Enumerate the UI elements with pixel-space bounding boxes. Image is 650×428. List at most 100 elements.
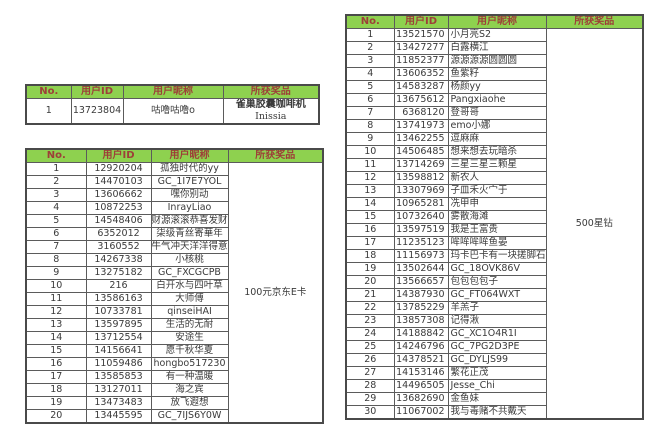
cell-no: 7	[345, 106, 395, 120]
cell-nickname: 登哥哥	[447, 106, 547, 120]
cell-nickname: GC_18OVK86V	[447, 262, 547, 276]
cell-nickname: 牛气冲天洋洋得意	[150, 240, 229, 254]
cell-nickname: 包包包包子	[447, 275, 547, 289]
cell-nickname: 记得湫	[447, 314, 547, 328]
cell-user-id: 13597895	[85, 318, 152, 332]
column-header: 所获奖品	[227, 148, 324, 163]
cell-nickname: 哞哞哞哞鱼晏	[447, 236, 547, 250]
cell-user-id: 13712554	[85, 331, 152, 345]
cell-user-id: 13597519	[393, 223, 449, 237]
cell-user-id: 6352012	[85, 227, 152, 241]
cell-nickname: 小核桃	[150, 253, 229, 267]
cell-no: 15	[345, 210, 395, 224]
table-row: 13 13597895 生活的无耐	[25, 318, 323, 332]
column-header: 所获奖品	[222, 84, 320, 99]
table-row: 17 11235123 哞哞哞哞鱼晏	[345, 236, 643, 250]
table-row: 7 3160552 牛气冲天洋洋得意	[25, 240, 323, 254]
column-header: 用户昵称	[447, 14, 547, 29]
cell-nickname: GC_XC1O4R1I	[447, 327, 547, 341]
table-row: 11 13586163 大师傅	[25, 292, 323, 306]
cell-no: 13	[25, 318, 87, 332]
cell-nickname: Jesse_Chi	[447, 379, 547, 393]
column-header: 用户ID	[393, 14, 449, 29]
header-row: No. 用户ID 用户昵称 所获奖品	[25, 148, 324, 163]
table-row: 15 10732640 雾散海滩	[345, 210, 643, 224]
cell-no: 8	[345, 119, 395, 133]
cell-no: 5	[25, 214, 87, 228]
cell-user-id: 14246796	[393, 340, 449, 354]
cell-nickname: 雾散海滩	[447, 210, 547, 224]
cell-nickname: GC_7IJS6Y0W	[150, 409, 229, 424]
cell-user-id: 11235123	[393, 236, 449, 250]
cell-user-id: 11852377	[393, 54, 449, 68]
cell-no: 18	[345, 249, 395, 263]
cell-nickname: 新农人	[447, 171, 547, 185]
cell-nickname: 冼甲申	[447, 197, 547, 211]
cell-user-id: 10872253	[85, 201, 152, 215]
cell-nickname: 羊羔子	[447, 301, 547, 315]
cell-user-id: 13275182	[85, 266, 152, 280]
cell-user-id: 14548406	[85, 214, 152, 228]
cell-user-id: 13586163	[85, 292, 152, 306]
column-header: 用户ID	[70, 84, 124, 99]
cell-no: 1	[25, 162, 87, 176]
cell-nickname: GC_1I7E7YOL	[150, 175, 229, 189]
cell-user-id: 14267338	[85, 253, 152, 267]
cell-user-id: 13606352	[393, 67, 449, 81]
cell-no: 17	[345, 236, 395, 250]
table-row: 14 10965281 冼甲申	[345, 197, 643, 211]
cell-no: 1	[25, 98, 72, 125]
cell-user-id: 13714269	[393, 158, 449, 172]
cell-no: 20	[345, 275, 395, 289]
table-row: 5 14548406 财源滚滚恭喜发财	[25, 214, 323, 228]
table-row: 20 13566657 包包包包子	[345, 275, 643, 289]
jd-ecard-winners-section: No. 用户ID 用户昵称 所获奖品 1 12920204 孤独时代的yy 100元京东E卡 2…	[25, 148, 325, 424]
cell-no: 12	[345, 171, 395, 185]
cell-no: 29	[345, 392, 395, 406]
cell-no: 18	[25, 383, 87, 397]
cell-nickname: 白开水与四叶草	[150, 279, 229, 293]
cell-user-id: 11067002	[393, 405, 449, 420]
table-row: 19 13473483 放飞遐想	[25, 396, 323, 410]
table-row: 14 13712554 安途生	[25, 331, 323, 345]
table-row: 8 13741973 emo小娜	[345, 119, 643, 133]
cell-nickname: 繁花正茂	[447, 366, 547, 380]
cell-no: 21	[345, 288, 395, 302]
cell-nickname: 三星三星三颗星	[447, 158, 547, 172]
cell-nickname: 生活的无耐	[150, 318, 229, 332]
cell-no: 14	[25, 331, 87, 345]
cell-no: 4	[345, 67, 395, 81]
cell-nickname: 有一种温暖	[150, 370, 229, 384]
table-row: 19 13502644 GC_18OVK86V	[345, 262, 643, 276]
cell-user-id: 14583287	[393, 80, 449, 94]
cell-no: 23	[345, 314, 395, 328]
cell-user-id: 13307969	[393, 184, 449, 198]
cell-user-id: 13857308	[393, 314, 449, 328]
cell-nickname: 大师傅	[150, 292, 229, 306]
table-row: 4 10872253 InrayLiao	[25, 201, 323, 215]
cell-nickname: InrayLiao	[150, 201, 229, 215]
column-header: No.	[25, 84, 72, 99]
cell-nickname: 鱼紫籽	[447, 67, 547, 81]
cell-prize: 100元京东E卡	[227, 162, 324, 424]
cell-user-id: 13585853	[85, 370, 152, 384]
cell-no: 10	[345, 145, 395, 159]
cell-no: 22	[345, 301, 395, 315]
column-header: 用户昵称	[122, 84, 224, 99]
cell-user-id: 14470103	[85, 175, 152, 189]
cell-no: 3	[345, 54, 395, 68]
cell-no: 7	[25, 240, 87, 254]
cell-no: 17	[25, 370, 87, 384]
cell-no: 2	[345, 41, 395, 55]
cell-nickname: 财源滚滚恭喜发财	[150, 214, 229, 228]
cell-no: 10	[25, 279, 87, 293]
cell-nickname: 咕噜咕噜o	[122, 98, 224, 125]
star-diamond-winners-section: No. 用户ID 用户昵称 所获奖品 1 13521570 小月亮S2 500星钻 2 13427…	[345, 14, 645, 420]
table-row: 17 13585853 有一种温暖	[25, 370, 323, 384]
cell-no: 3	[25, 188, 87, 202]
cell-user-id: 13502644	[393, 262, 449, 276]
cell-no: 11	[25, 292, 87, 306]
cell-no: 6	[25, 227, 87, 241]
cell-user-id: 13521570	[393, 28, 449, 42]
